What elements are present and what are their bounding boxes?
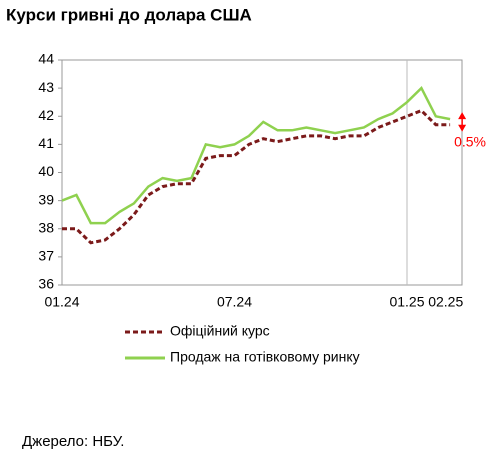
source: Джерело: НБУ.	[22, 433, 124, 450]
x-tick-label: 02.25	[428, 294, 463, 310]
x-tick-label: 01.25	[389, 294, 424, 310]
plot-frame	[61, 59, 463, 286]
annotation: 0.5%	[454, 133, 486, 149]
x-tick-label: 07.24	[217, 294, 252, 310]
legend-label: Продаж на готівковому ринку	[170, 349, 360, 365]
legend-label: Офіційний курс	[170, 323, 270, 339]
y-tick-label: 38	[38, 219, 54, 235]
y-tick-label: 37	[38, 248, 54, 264]
series-line	[61, 86, 451, 225]
y-tick-label: 40	[38, 163, 54, 179]
y-tick-label: 44	[38, 51, 54, 67]
y-tick-label: 39	[38, 191, 54, 207]
chart-title: Курси гривні до долара США	[6, 5, 252, 24]
x-tick-label: 01.24	[44, 294, 79, 310]
arrow-head	[458, 112, 467, 132]
series-line	[62, 108, 451, 245]
y-tick-label: 43	[38, 79, 54, 95]
y-tick-label: 36	[38, 276, 54, 292]
y-tick-label: 42	[38, 107, 54, 123]
y-tick-label: 41	[38, 135, 54, 151]
